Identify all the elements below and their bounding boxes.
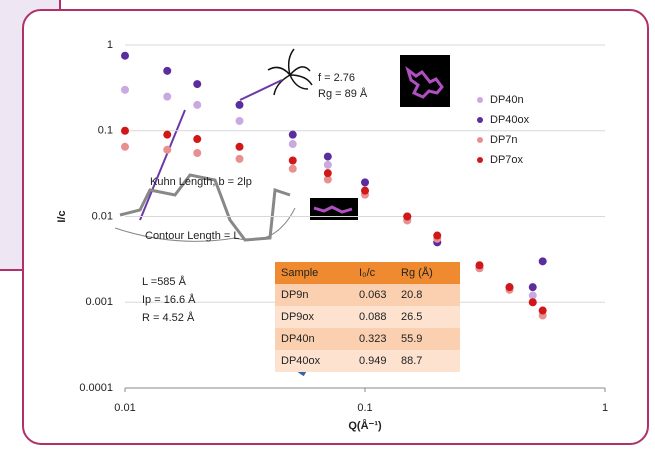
legend-marker bbox=[477, 137, 483, 143]
table-cell: 20.8 bbox=[401, 289, 422, 301]
data-point bbox=[539, 258, 546, 265]
y-tick-label: 0.0001 bbox=[79, 382, 113, 394]
data-point bbox=[122, 127, 129, 134]
inset-image bbox=[400, 55, 450, 107]
annotation: Contour Length = L bbox=[145, 230, 240, 242]
data-point bbox=[434, 232, 441, 239]
data-point bbox=[289, 157, 296, 164]
table-cell: 0.063 bbox=[359, 289, 387, 301]
data-point bbox=[289, 141, 296, 148]
table-cell: 0.949 bbox=[359, 355, 387, 367]
data-point bbox=[122, 86, 129, 93]
data-point bbox=[236, 143, 243, 150]
table-header-cell: I₀/c bbox=[359, 267, 376, 279]
data-point bbox=[506, 284, 513, 291]
annotation: Rg = 89 Å bbox=[318, 87, 368, 100]
data-point bbox=[236, 155, 243, 162]
data-point bbox=[236, 117, 243, 124]
table-cell: DP40n bbox=[281, 333, 315, 345]
annotation: Kuhn Length, b = 2lp bbox=[150, 176, 252, 188]
table-cell: 55.9 bbox=[401, 333, 422, 345]
data-point bbox=[289, 131, 296, 138]
data-point bbox=[362, 179, 369, 186]
data-point bbox=[324, 170, 331, 177]
annotation: Ip = 16.6 Å bbox=[142, 293, 196, 306]
x-tick-label: 0.01 bbox=[114, 402, 135, 414]
legend-label: DP7ox bbox=[490, 154, 524, 166]
legend-marker bbox=[477, 117, 483, 123]
table-header-cell: Sample bbox=[281, 267, 318, 279]
y-tick-label: 0.001 bbox=[85, 296, 113, 308]
y-axis-label: I/c bbox=[56, 210, 68, 222]
annotation: L =585 Å bbox=[142, 275, 187, 288]
legend-label: DP7n bbox=[490, 134, 518, 146]
legend-label: DP40n bbox=[490, 94, 524, 106]
data-point bbox=[164, 146, 171, 153]
data-point bbox=[164, 93, 171, 100]
data-point bbox=[194, 81, 201, 88]
table-cell: DP9n bbox=[281, 289, 309, 301]
legend-marker bbox=[477, 97, 483, 103]
chart: 0.0001 0.001 0.01 0.1 1 0.01 0.1 1 Q(Å⁻¹) I/c DP40… bbox=[0, 0, 655, 454]
table-cell: DP40ox bbox=[281, 355, 321, 367]
data-point bbox=[324, 161, 331, 168]
data-point bbox=[122, 52, 129, 59]
data-point bbox=[529, 292, 536, 299]
legend-label: DP40ox bbox=[490, 114, 530, 126]
y-tick-label: 0.01 bbox=[92, 210, 113, 222]
data-point bbox=[539, 307, 546, 314]
data-point bbox=[324, 153, 331, 160]
data-point bbox=[362, 187, 369, 194]
data-point bbox=[529, 299, 536, 306]
legend-marker bbox=[477, 157, 483, 163]
data-point bbox=[236, 101, 243, 108]
table-cell: 26.5 bbox=[401, 311, 422, 323]
data-point bbox=[164, 67, 171, 74]
data-point bbox=[122, 143, 129, 150]
data-point bbox=[164, 131, 171, 138]
annotation: R = 4.52 Å bbox=[142, 311, 195, 324]
data-point bbox=[289, 165, 296, 172]
annotation: f = 2.76 bbox=[318, 72, 355, 84]
data-point bbox=[476, 262, 483, 269]
data-point bbox=[529, 284, 536, 291]
y-tick-label: 1 bbox=[107, 39, 113, 51]
y-tick-label: 0.1 bbox=[98, 125, 113, 137]
x-tick-label: 1 bbox=[602, 402, 608, 414]
x-tick-label: 0.1 bbox=[357, 402, 372, 414]
x-axis-label: Q(Å⁻¹) bbox=[348, 419, 382, 432]
table-cell: 0.088 bbox=[359, 311, 387, 323]
data-point bbox=[194, 150, 201, 157]
data-point bbox=[194, 136, 201, 143]
table-cell: 0.323 bbox=[359, 333, 387, 345]
data-point bbox=[404, 213, 411, 220]
table-header-cell: Rg (Å) bbox=[401, 266, 433, 279]
table-cell: 88.7 bbox=[401, 355, 422, 367]
data-point bbox=[194, 101, 201, 108]
table-cell: DP9ox bbox=[281, 311, 315, 323]
